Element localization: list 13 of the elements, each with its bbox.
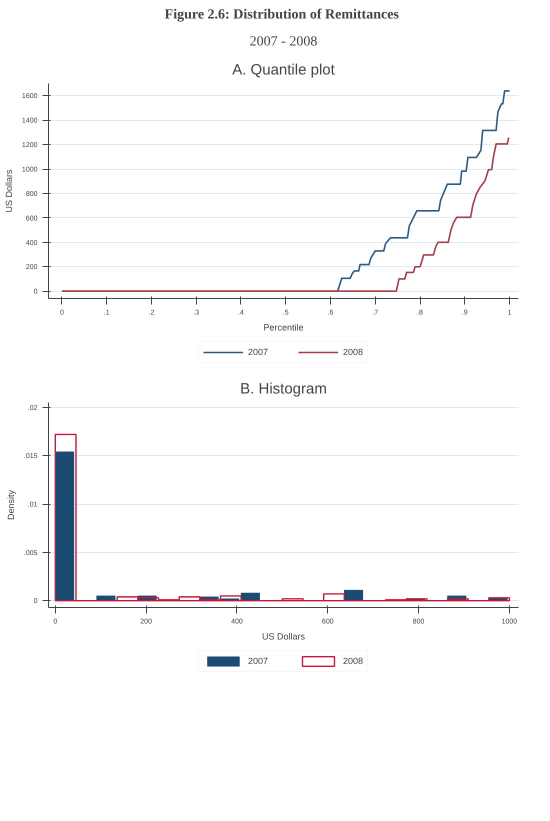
y-axis-title: Density: [6, 489, 16, 520]
legend-label: 2007: [248, 347, 268, 357]
chart-title: B. Histogram: [240, 380, 327, 398]
legend-label: 2008: [343, 656, 364, 666]
caption: Figure 2.6: Distribution of Remittances: [164, 8, 400, 22]
legend-label: 2008: [343, 347, 364, 357]
chart-title: A. Quantile plot: [232, 62, 336, 78]
line-series: [61, 136, 510, 292]
x-axis-title: Percentile: [263, 322, 304, 332]
y-axis-title: US Dollars: [4, 168, 14, 213]
legend-label: 2007: [248, 656, 268, 666]
text: 2007 - 2008: [250, 34, 318, 50]
x-axis-title: US Dollars: [262, 632, 306, 642]
